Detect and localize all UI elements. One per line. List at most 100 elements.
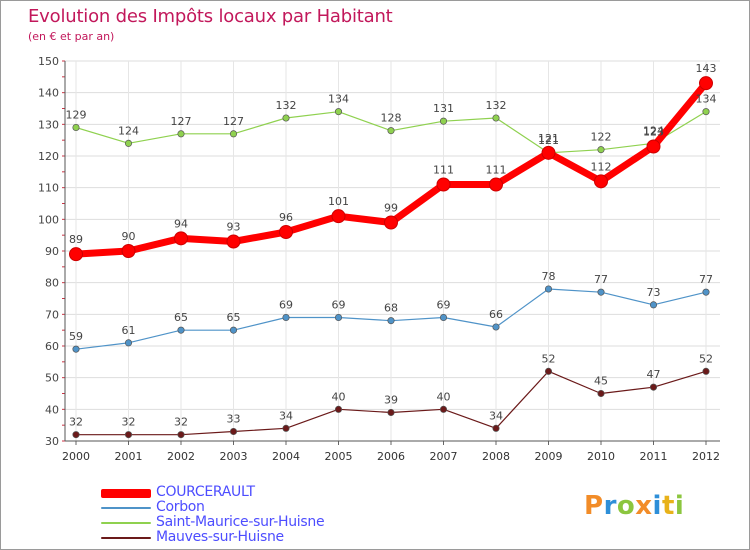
y-tick-label: 30 <box>45 435 59 448</box>
data-label: 52 <box>699 352 713 365</box>
data-point <box>649 301 658 309</box>
data-point <box>124 139 133 147</box>
x-tick-label: 2000 <box>62 450 90 463</box>
data-point <box>489 177 503 192</box>
data-point <box>387 127 395 135</box>
data-label: 132 <box>276 99 297 112</box>
data-label: 66 <box>489 308 503 321</box>
x-tick-label: 2009 <box>535 450 563 463</box>
data-point <box>177 326 185 334</box>
data-label: 127 <box>171 115 192 128</box>
x-tick-label: 2004 <box>272 450 300 463</box>
data-point <box>282 424 290 432</box>
data-label: 65 <box>174 311 188 324</box>
data-label: 94 <box>174 217 188 230</box>
y-tick-label: 130 <box>38 118 59 131</box>
data-point <box>334 108 343 116</box>
data-label: 121 <box>538 132 559 145</box>
data-point <box>439 313 448 322</box>
data-point <box>279 225 293 239</box>
data-point <box>436 177 451 192</box>
data-point <box>702 108 710 116</box>
data-label: 65 <box>227 311 241 324</box>
data-label: 131 <box>433 102 454 115</box>
proxiti-logo: Proxiti <box>584 491 685 521</box>
y-tick-label: 140 <box>38 87 59 100</box>
data-point <box>72 345 80 353</box>
data-point <box>439 405 448 413</box>
data-point <box>69 247 83 262</box>
y-tick-label: 120 <box>38 150 59 163</box>
data-point <box>334 313 343 322</box>
x-tick-label: 2003 <box>220 450 248 463</box>
data-point <box>544 285 553 293</box>
legend-swatch <box>101 522 151 524</box>
data-point <box>649 383 658 391</box>
data-label: 78 <box>542 270 556 283</box>
x-tick-label: 2006 <box>377 450 405 463</box>
data-label: 40 <box>437 390 451 403</box>
data-point <box>229 427 238 436</box>
data-point <box>124 339 133 347</box>
data-label: 89 <box>69 233 83 246</box>
data-label: 61 <box>122 324 136 337</box>
data-label: 128 <box>381 112 402 125</box>
data-point <box>121 244 136 258</box>
data-label: 73 <box>647 286 661 299</box>
data-point <box>492 114 500 122</box>
data-label: 101 <box>328 195 349 208</box>
data-label: 33 <box>227 413 241 426</box>
data-label: 34 <box>279 409 293 422</box>
data-label: 32 <box>122 416 136 429</box>
x-tick-label: 2007 <box>430 450 458 463</box>
data-label: 93 <box>227 221 241 234</box>
data-label: 77 <box>594 273 608 286</box>
data-point <box>492 323 500 331</box>
data-point <box>282 114 290 122</box>
data-point <box>439 117 448 125</box>
data-point <box>282 313 290 322</box>
data-label: 52 <box>542 352 556 365</box>
data-label: 143 <box>696 62 717 75</box>
data-label: 112 <box>591 160 612 173</box>
legend-swatch <box>101 537 151 539</box>
data-label: 132 <box>486 99 507 112</box>
data-label: 123 <box>643 126 664 139</box>
data-label: 134 <box>328 93 349 106</box>
legend-swatch <box>101 507 151 509</box>
data-point <box>177 431 185 439</box>
data-label: 129 <box>66 109 87 122</box>
data-label: 47 <box>647 368 661 381</box>
data-point <box>72 431 80 439</box>
data-label: 124 <box>118 124 139 137</box>
data-point <box>594 174 608 189</box>
x-tick-label: 2001 <box>115 450 143 463</box>
data-label: 40 <box>332 390 346 403</box>
data-label: 122 <box>591 131 612 144</box>
data-label: 45 <box>594 375 608 388</box>
data-label: 69 <box>437 299 451 312</box>
legend-label: COURCERAULT <box>156 484 255 500</box>
data-label: 32 <box>69 416 83 429</box>
data-label: 99 <box>384 202 398 215</box>
chart-subtitle: (en € et par an) <box>28 30 115 43</box>
y-tick-label: 110 <box>38 182 59 195</box>
legend-label: Mauves-sur-Huisne <box>156 529 284 545</box>
y-tick-label: 60 <box>45 340 59 353</box>
y-tick-label: 90 <box>45 245 59 258</box>
x-tick-label: 2002 <box>167 450 195 463</box>
data-label: 34 <box>489 409 503 422</box>
x-tick-label: 2010 <box>587 450 615 463</box>
data-point <box>544 367 553 375</box>
data-label: 69 <box>332 299 346 312</box>
data-point <box>177 130 185 138</box>
data-point <box>702 288 710 296</box>
data-label: 69 <box>279 299 293 312</box>
data-label: 68 <box>384 302 398 315</box>
y-tick-label: 150 <box>38 55 59 68</box>
data-point <box>597 288 605 296</box>
data-label: 59 <box>69 330 83 343</box>
data-label: 134 <box>696 93 717 106</box>
legend-label: Saint-Maurice-sur-Huisne <box>156 514 325 530</box>
